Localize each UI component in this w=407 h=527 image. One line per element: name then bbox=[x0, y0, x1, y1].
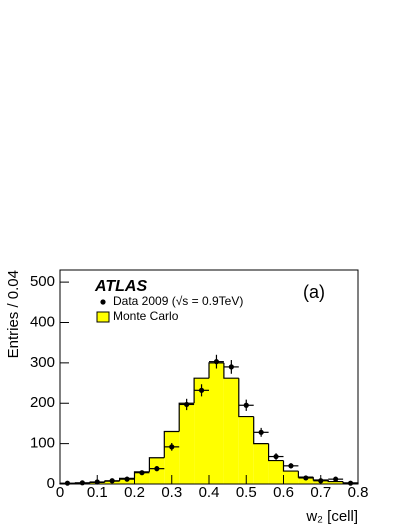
data-point bbox=[273, 453, 279, 460]
histogram-bar bbox=[238, 416, 254, 484]
data-point bbox=[243, 402, 249, 408]
data-point bbox=[139, 470, 145, 476]
panel-label: (a) bbox=[303, 282, 325, 302]
y-tick-label: 0 bbox=[47, 475, 55, 492]
histogram-outline bbox=[238, 378, 254, 418]
data-point bbox=[333, 476, 339, 482]
x-tick-label: 0.4 bbox=[199, 484, 220, 501]
data-point bbox=[303, 475, 309, 481]
data-point bbox=[184, 401, 190, 408]
data-point bbox=[288, 463, 294, 469]
legend-marker bbox=[100, 299, 106, 305]
data-point bbox=[228, 364, 234, 370]
plot-frame-top bbox=[59, 269, 359, 485]
y-tick-label: 100 bbox=[30, 435, 55, 452]
x-tick-label: 0.6 bbox=[273, 484, 294, 501]
histogram-bar bbox=[253, 443, 269, 484]
x-tick-label: 0.8 bbox=[348, 484, 369, 501]
data-point bbox=[258, 429, 264, 435]
histogram-outline bbox=[208, 362, 224, 379]
histogram-bar bbox=[134, 471, 150, 484]
histogram-outline bbox=[282, 460, 299, 472]
histogram-bar bbox=[328, 481, 344, 484]
legend-label: Data 2009 (√s = 0.9TeV) bbox=[113, 294, 243, 308]
histogram-bar bbox=[268, 460, 284, 484]
y-tick-label: 500 bbox=[30, 273, 55, 290]
data-point bbox=[109, 478, 115, 484]
data-point bbox=[169, 444, 175, 450]
x-tick-label: 0.7 bbox=[310, 484, 331, 501]
histogram-outline bbox=[297, 471, 314, 478]
histogram-bar bbox=[283, 471, 299, 484]
legend-label: Monte Carlo bbox=[113, 309, 179, 323]
histogram-outline bbox=[253, 416, 269, 445]
histogram-bar bbox=[164, 431, 180, 484]
data-point bbox=[124, 476, 130, 482]
histogram-bar bbox=[179, 403, 195, 484]
x-tick-label: 0 bbox=[56, 484, 64, 501]
data-point bbox=[79, 480, 85, 486]
data-point bbox=[213, 359, 220, 365]
histogram-bar bbox=[223, 378, 239, 484]
x-tick-label: 0.3 bbox=[161, 484, 182, 501]
data-point bbox=[64, 480, 71, 486]
data-point bbox=[154, 466, 160, 472]
histogram-outline bbox=[148, 457, 165, 472]
atlas-label: ATLAS bbox=[94, 278, 147, 295]
x-axis-label: w₂ [cell] bbox=[305, 508, 358, 525]
y-tick-label: 400 bbox=[30, 313, 55, 330]
legend-swatch bbox=[96, 311, 110, 323]
histogram-bar bbox=[209, 362, 224, 484]
histogram-outline bbox=[193, 377, 209, 404]
histogram-outline bbox=[268, 443, 284, 462]
x-tick-label: 0.5 bbox=[236, 484, 257, 501]
histogram-bar bbox=[194, 378, 209, 484]
y-tick-label: 300 bbox=[30, 354, 55, 371]
y-axis-label: Entries / 0.04 bbox=[5, 270, 22, 358]
histogram-bar bbox=[298, 477, 314, 484]
x-tick-label: 0.2 bbox=[124, 484, 145, 501]
data-point bbox=[198, 387, 205, 393]
histogram-outline bbox=[163, 430, 180, 458]
x-tick-label: 0.1 bbox=[87, 484, 108, 501]
histogram-outline bbox=[223, 362, 239, 379]
histogram-outline bbox=[178, 402, 195, 432]
y-tick-label: 200 bbox=[30, 394, 55, 411]
